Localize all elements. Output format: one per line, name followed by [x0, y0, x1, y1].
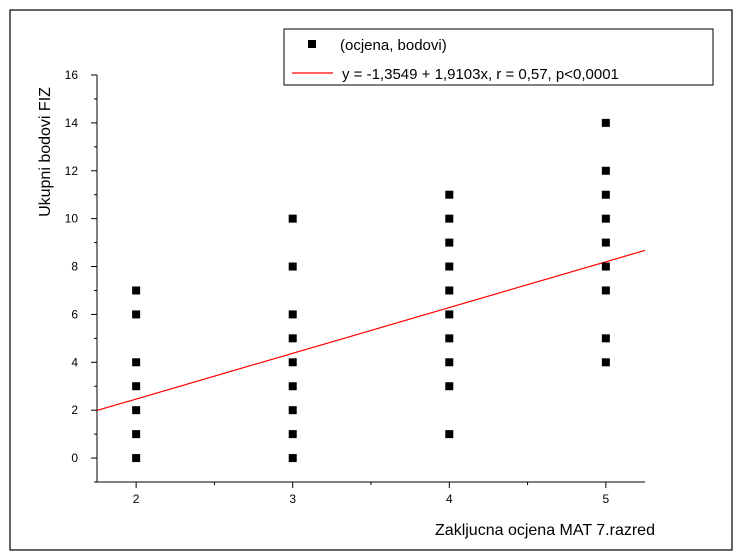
data-point	[132, 310, 141, 319]
data-point	[288, 262, 297, 271]
data-point	[445, 286, 454, 295]
y-tick-label: 12	[65, 164, 79, 178]
y-axis: 0 2 4 6 8 10 12 14 16	[65, 68, 97, 483]
data-point	[445, 334, 454, 343]
data-point	[132, 286, 141, 295]
legend-marker-square	[308, 40, 316, 48]
scatter-points-layer	[132, 118, 610, 463]
y-tick-label: 0	[71, 451, 78, 465]
legend-box	[283, 28, 714, 86]
data-point	[288, 430, 297, 439]
data-point	[288, 406, 297, 415]
x-tick-label: 3	[289, 492, 296, 506]
data-point	[445, 358, 454, 367]
data-point	[132, 430, 141, 439]
data-point	[288, 454, 297, 463]
y-tick-label: 2	[71, 403, 78, 417]
data-point	[445, 310, 454, 319]
data-point	[132, 454, 141, 463]
data-point	[445, 262, 454, 271]
data-point	[445, 190, 454, 199]
data-point	[132, 358, 141, 367]
x-axis-title: Zakljucna ocjena MAT 7.razred	[435, 522, 655, 539]
chart-frame	[9, 9, 733, 551]
data-point	[445, 382, 454, 391]
legend: (ocjena, bodovi) y = -1,3549 + 1,9103x, …	[283, 28, 714, 86]
data-point	[601, 262, 610, 271]
regression-line-layer	[96, 249, 646, 412]
data-point	[132, 382, 141, 391]
y-axis-title: Ukupni bodovi FIZ	[37, 87, 54, 217]
data-point	[288, 358, 297, 367]
x-tick-label: 2	[133, 492, 140, 506]
data-point	[445, 430, 454, 439]
y-tick-label: 16	[65, 68, 79, 82]
x-tick-label: 5	[603, 492, 610, 506]
legend-label-scatter: (ocjena, bodovi)	[340, 37, 447, 54]
data-point	[601, 214, 610, 223]
data-point	[601, 190, 610, 199]
data-point	[601, 334, 610, 343]
regression-line	[96, 249, 646, 412]
y-tick-label: 4	[71, 355, 78, 369]
data-point	[445, 238, 454, 247]
data-point	[601, 118, 610, 127]
y-tick-label: 14	[65, 116, 79, 130]
data-point	[601, 166, 610, 175]
legend-label-regression: y = -1,3549 + 1,9103x, r = 0,57, p<0,000…	[342, 66, 619, 83]
y-tick-label: 6	[71, 307, 78, 321]
data-point	[601, 238, 610, 247]
y-tick-label: 10	[65, 212, 79, 226]
data-point	[132, 406, 141, 415]
data-point	[601, 286, 610, 295]
data-point	[288, 214, 297, 223]
data-point	[601, 358, 610, 367]
y-tick-label: 8	[71, 260, 78, 274]
x-tick-label: 4	[446, 492, 453, 506]
data-point	[288, 382, 297, 391]
data-point	[288, 310, 297, 319]
data-point	[445, 214, 454, 223]
data-point	[288, 334, 297, 343]
x-axis: 2 3 4 5	[133, 482, 610, 506]
